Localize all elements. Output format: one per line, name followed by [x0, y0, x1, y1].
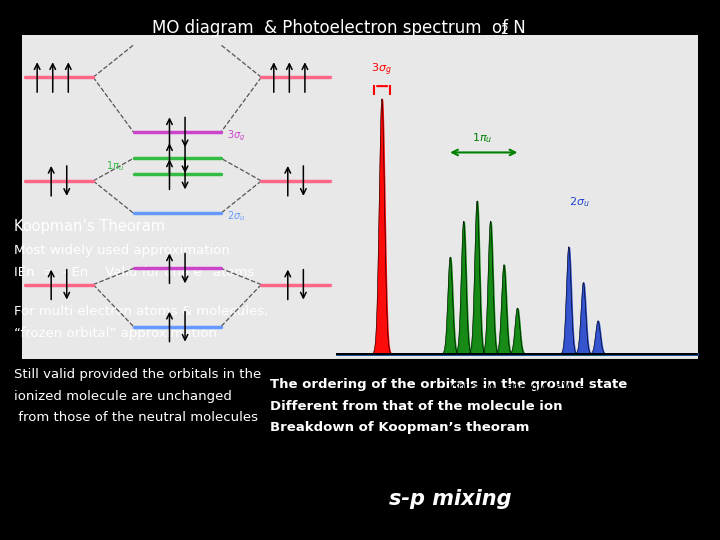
Text: Breakdown of Koopman’s theoram: Breakdown of Koopman’s theoram	[270, 421, 529, 434]
Text: ionized molecule are unchanged: ionized molecule are unchanged	[14, 390, 233, 403]
Text: $1\pi_u$: $1\pi_u$	[107, 159, 125, 173]
Text: Koopman’s Theoram: Koopman’s Theoram	[14, 219, 166, 234]
X-axis label: ionization energy / eV  →: ionization energy / eV →	[448, 382, 587, 392]
Text: from those of the neutral molecules: from those of the neutral molecules	[14, 411, 258, 424]
Text: The order of energies of orbitals: The order of energies of orbitals	[367, 239, 557, 252]
Text: Different from that of the molecule ion: Different from that of the molecule ion	[270, 400, 562, 413]
Text: IEn  =  - En    Valid for one e⁻ atoms: IEn = - En Valid for one e⁻ atoms	[14, 266, 255, 279]
Text: s-p mixing: s-p mixing	[389, 489, 511, 509]
Text: $2\sigma_u$: $2\sigma_u$	[227, 210, 246, 224]
Text: The lowest ionic state of N₂⁺: The lowest ionic state of N₂⁺	[396, 318, 564, 331]
Text: $1\pi_u$: $1\pi_u$	[472, 131, 492, 145]
Text: 2: 2	[500, 24, 508, 37]
Text: $3\sigma_g$: $3\sigma_g$	[372, 62, 392, 78]
Text: $3\sigma_g$: $3\sigma_g$	[227, 129, 246, 143]
Text: MO diagram  & Photoelectron spectrum  of N: MO diagram & Photoelectron spectrum of N	[151, 19, 526, 37]
Text: “frozen orbital” approximation: “frozen orbital” approximation	[14, 327, 217, 340]
Text: From PES –: From PES –	[396, 298, 460, 311]
Text: Most widely used approximation: Most widely used approximation	[14, 244, 230, 257]
Text: The ordering of the orbitals in the ground state: The ordering of the orbitals in the grou…	[270, 378, 627, 391]
Text: Quantum mechanical calculations –: Quantum mechanical calculations –	[367, 219, 577, 232]
Text: $2\sigma_u$: $2\sigma_u$	[569, 195, 590, 208]
Text: Still valid provided the orbitals in the: Still valid provided the orbitals in the	[14, 368, 261, 381]
Bar	[22, 35, 698, 359]
Text: (2σg)² (2σu)² (3σg)² (1Πu)⁴: (2σg)² (2σu)² (3σg)² (1Πu)⁴	[367, 259, 525, 272]
Text: For multi electron atoms & molecules,: For multi electron atoms & molecules,	[14, 305, 269, 318]
Text: (2σg)² (2σu)² (1Πu)⁴(3σg)¹: (2σg)² (2σu)² (1Πu)⁴(3σg)¹	[396, 338, 550, 351]
